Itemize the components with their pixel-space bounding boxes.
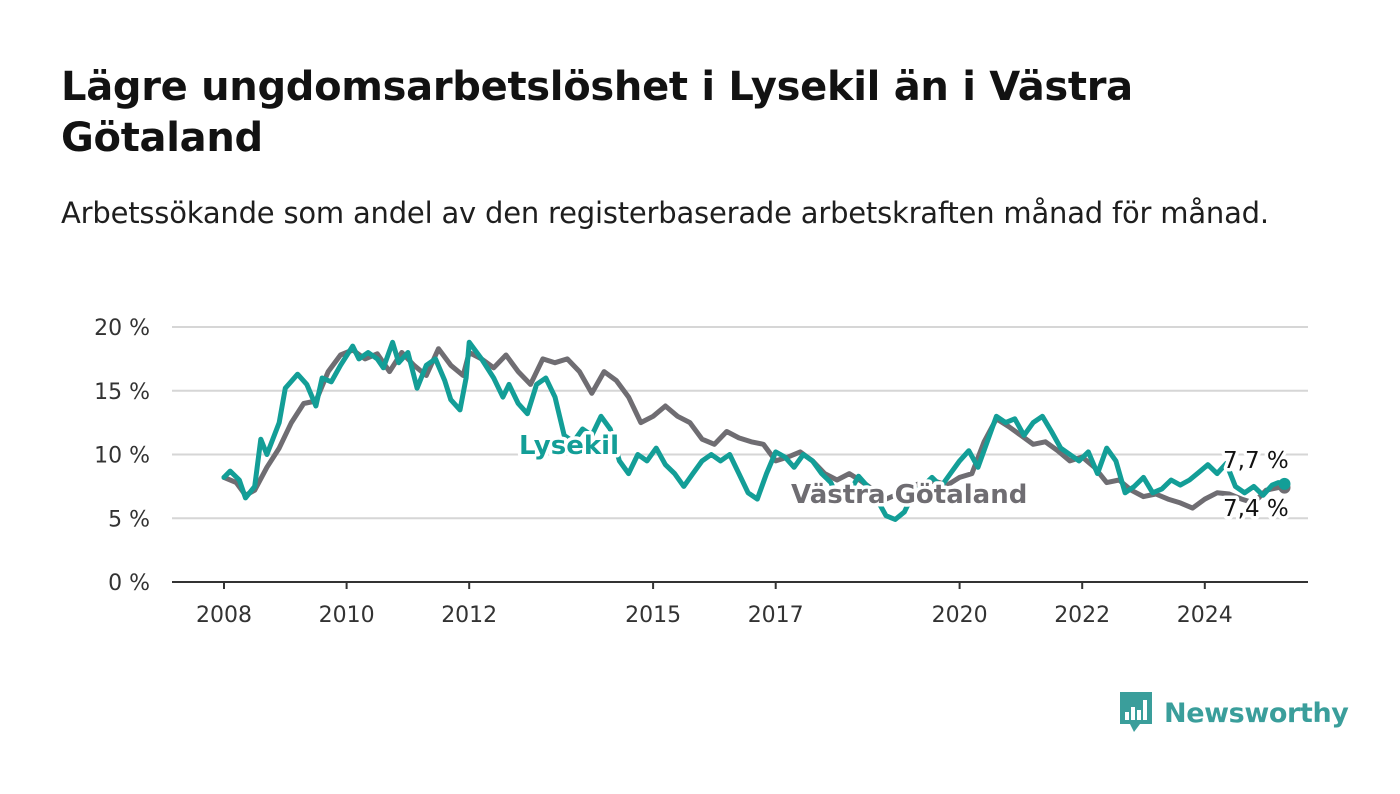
x-tick-label: 2010 xyxy=(319,603,375,628)
lysekil-end-label-text: 7,7 % xyxy=(1223,448,1289,474)
vastra-gotaland-label-text: Västra Götaland xyxy=(791,480,1027,510)
x-tick-label: 2024 xyxy=(1177,603,1233,628)
y-tick-label: 5 % xyxy=(108,507,150,532)
x-tick-label: 2017 xyxy=(748,603,804,628)
chart-subtitle: Arbetssökande som andel av den registerb… xyxy=(61,196,1269,230)
vastra-gotaland-end-label: 7,4 %7,4 % xyxy=(1220,493,1293,526)
y-tick-label: 15 % xyxy=(94,380,150,405)
series-line-vastra-gotaland xyxy=(221,346,1287,511)
lysekil-label-halo: Lysekil xyxy=(519,431,619,461)
y-tick-label: 20 % xyxy=(94,316,150,341)
x-tick-label: 2020 xyxy=(932,603,988,628)
x-tick-label: 2008 xyxy=(196,603,252,628)
vastra-gotaland-label-halo: Västra Götaland xyxy=(791,480,1027,510)
bar-chart-icon xyxy=(1120,692,1152,732)
x-tick-label: 2012 xyxy=(441,603,497,628)
lysekil-end-label: 7,7 %7,7 % xyxy=(1220,445,1293,478)
x-tick-label: 2022 xyxy=(1054,603,1110,628)
x-tick-label: 2015 xyxy=(625,603,681,628)
y-tick-label: 10 % xyxy=(94,444,150,469)
series-line-lysekil xyxy=(221,339,1287,522)
x-axis-ticks: 2008 2010 2012 2015 2017 2020 2022 2024 xyxy=(196,582,1233,628)
lysekil-label-text: Lysekil xyxy=(519,431,619,461)
y-tick-label: 0 % xyxy=(108,571,150,596)
gridlines xyxy=(172,326,1308,520)
chart-title: Lägre ungdomsarbetslöshet i Lysekil än i… xyxy=(61,64,1133,161)
y-axis-ticks: 0 % 5 % 10 % 15 % 20 % xyxy=(94,316,150,596)
vastra-gotaland-end-label-text: 7,4 % xyxy=(1223,496,1289,522)
newsworthy-logo: Newsworthy xyxy=(1118,690,1349,736)
vastra-gotaland-end-label-halo: 7,4 % xyxy=(1223,496,1289,522)
brand-name: Newsworthy xyxy=(1164,697,1349,729)
series-lines xyxy=(221,339,1291,522)
lysekil-end-label-halo: 7,7 % xyxy=(1223,448,1289,474)
series-end-point xyxy=(1278,477,1291,490)
